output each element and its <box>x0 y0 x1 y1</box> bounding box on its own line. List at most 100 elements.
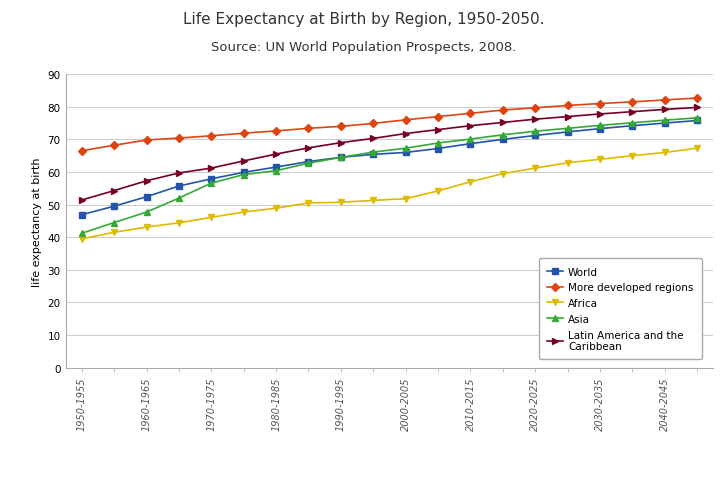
Latin America and the
Caribbean <box>660 107 669 113</box>
World <box>693 118 702 124</box>
More developed regions <box>304 126 313 132</box>
Latin America and the
Caribbean <box>628 109 637 115</box>
Y-axis label: life expectancy at birth: life expectancy at birth <box>32 157 42 286</box>
Africa <box>660 150 669 156</box>
Latin America and the
Caribbean <box>336 140 345 146</box>
Asia <box>304 161 313 167</box>
World <box>77 212 86 218</box>
More developed regions <box>660 98 669 104</box>
Africa <box>693 146 702 152</box>
Africa <box>499 171 507 177</box>
Asia <box>628 121 637 126</box>
World <box>272 165 280 171</box>
Asia <box>660 118 669 124</box>
World <box>434 146 443 152</box>
Africa <box>466 180 475 185</box>
Africa <box>304 201 313 207</box>
Asia <box>240 172 248 178</box>
Latin America and the
Caribbean <box>693 106 702 111</box>
Legend: World, More developed regions, Africa, Asia, Latin America and the
Caribbean: World, More developed regions, Africa, A… <box>539 259 702 360</box>
More developed regions <box>401 118 410 123</box>
More developed regions <box>272 129 280 135</box>
Asia <box>175 196 183 201</box>
Africa <box>240 210 248 215</box>
World <box>336 155 345 161</box>
Latin America and the
Caribbean <box>175 171 183 177</box>
Asia <box>434 141 443 147</box>
Latin America and the
Caribbean <box>434 127 443 133</box>
Africa <box>175 221 183 227</box>
Africa <box>531 166 539 172</box>
Latin America and the
Caribbean <box>207 166 215 172</box>
World <box>660 121 669 127</box>
Latin America and the
Caribbean <box>272 152 280 158</box>
Africa <box>596 157 604 163</box>
Line: World: World <box>79 119 700 218</box>
More developed regions <box>110 143 119 149</box>
Text: Source: UN World Population Prospects, 2008.: Source: UN World Population Prospects, 2… <box>211 41 517 54</box>
More developed regions <box>628 100 637 106</box>
Text: Life Expectancy at Birth by Region, 1950-2050.: Life Expectancy at Birth by Region, 1950… <box>183 12 545 27</box>
World <box>110 204 119 210</box>
Africa <box>110 230 119 236</box>
Latin America and the
Caribbean <box>369 136 378 142</box>
Africa <box>77 236 86 242</box>
Latin America and the
Caribbean <box>466 123 475 129</box>
More developed regions <box>466 111 475 117</box>
World <box>142 195 151 200</box>
Latin America and the
Caribbean <box>77 197 86 203</box>
More developed regions <box>434 114 443 120</box>
Asia <box>110 220 119 226</box>
Asia <box>272 168 280 174</box>
More developed regions <box>175 136 183 142</box>
Africa <box>207 215 215 221</box>
More developed regions <box>693 96 702 102</box>
Africa <box>272 206 280 212</box>
World <box>499 137 507 143</box>
Asia <box>401 146 410 152</box>
Latin America and the
Caribbean <box>531 117 539 123</box>
More developed regions <box>142 138 151 144</box>
World <box>175 184 183 190</box>
Asia <box>207 181 215 187</box>
Latin America and the
Caribbean <box>596 112 604 118</box>
World <box>369 152 378 158</box>
Africa <box>628 153 637 159</box>
World <box>240 170 248 176</box>
More developed regions <box>499 108 507 114</box>
More developed regions <box>207 134 215 139</box>
Asia <box>336 155 345 161</box>
Asia <box>142 210 151 215</box>
More developed regions <box>77 149 86 154</box>
Africa <box>142 225 151 230</box>
More developed regions <box>563 104 572 109</box>
Asia <box>77 231 86 237</box>
Line: Asia: Asia <box>79 116 700 237</box>
Latin America and the
Caribbean <box>142 179 151 184</box>
Asia <box>369 150 378 156</box>
Line: Africa: Africa <box>78 145 701 243</box>
World <box>466 141 475 147</box>
Latin America and the
Caribbean <box>240 159 248 165</box>
World <box>401 150 410 156</box>
Asia <box>693 116 702 121</box>
Asia <box>531 129 539 135</box>
More developed regions <box>336 124 345 130</box>
Latin America and the
Caribbean <box>401 131 410 137</box>
Africa <box>563 161 572 166</box>
Asia <box>499 133 507 138</box>
Asia <box>563 126 572 132</box>
Latin America and the
Caribbean <box>499 120 507 126</box>
Africa <box>401 197 410 202</box>
Asia <box>596 123 604 129</box>
More developed regions <box>596 102 604 107</box>
More developed regions <box>369 121 378 127</box>
Africa <box>369 198 378 204</box>
More developed regions <box>240 131 248 137</box>
More developed regions <box>531 106 539 111</box>
World <box>531 133 539 139</box>
World <box>304 159 313 165</box>
Africa <box>434 189 443 195</box>
World <box>628 123 637 129</box>
World <box>207 177 215 182</box>
